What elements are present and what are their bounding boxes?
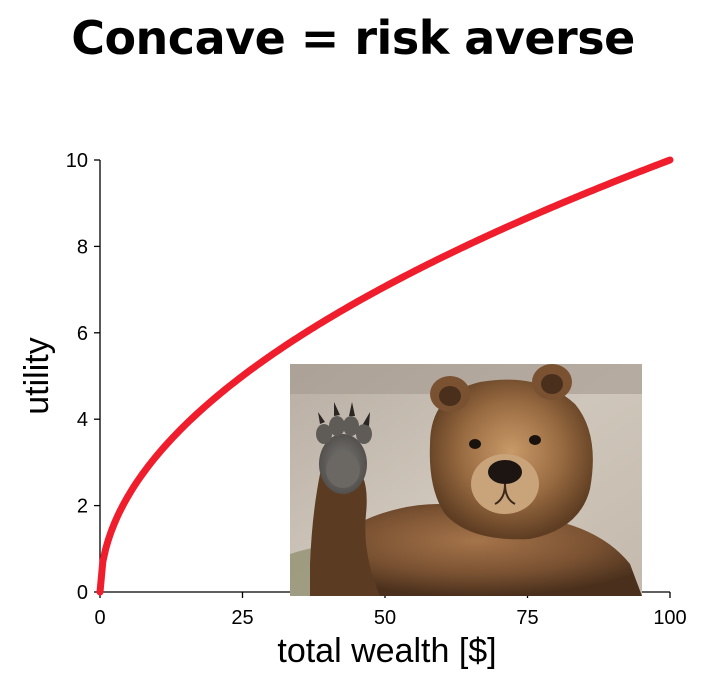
y-tick-label: 10 <box>66 150 88 172</box>
y-tick-label: 6 <box>77 323 88 345</box>
y-tick-label: 4 <box>77 409 88 431</box>
x-tick-label: 75 <box>516 607 538 629</box>
y-tick-label: 2 <box>77 496 88 518</box>
curve-layer <box>96 156 674 596</box>
x-tick-label: 25 <box>231 607 253 629</box>
x-axis-label: total wealth [$] <box>277 632 496 670</box>
x-tick-label: 0 <box>94 607 105 629</box>
x-tick-label: 100 <box>653 607 686 629</box>
slide-title: Concave = risk averse <box>71 11 635 65</box>
y-tick-label: 0 <box>77 582 88 604</box>
bear-photo <box>290 364 642 596</box>
y-tick-label: 8 <box>77 236 88 258</box>
x-tick-label: 50 <box>374 607 396 629</box>
utility-curve <box>96 156 674 596</box>
y-axis-label: utility <box>18 337 56 414</box>
bear-waving-icon <box>290 364 642 596</box>
